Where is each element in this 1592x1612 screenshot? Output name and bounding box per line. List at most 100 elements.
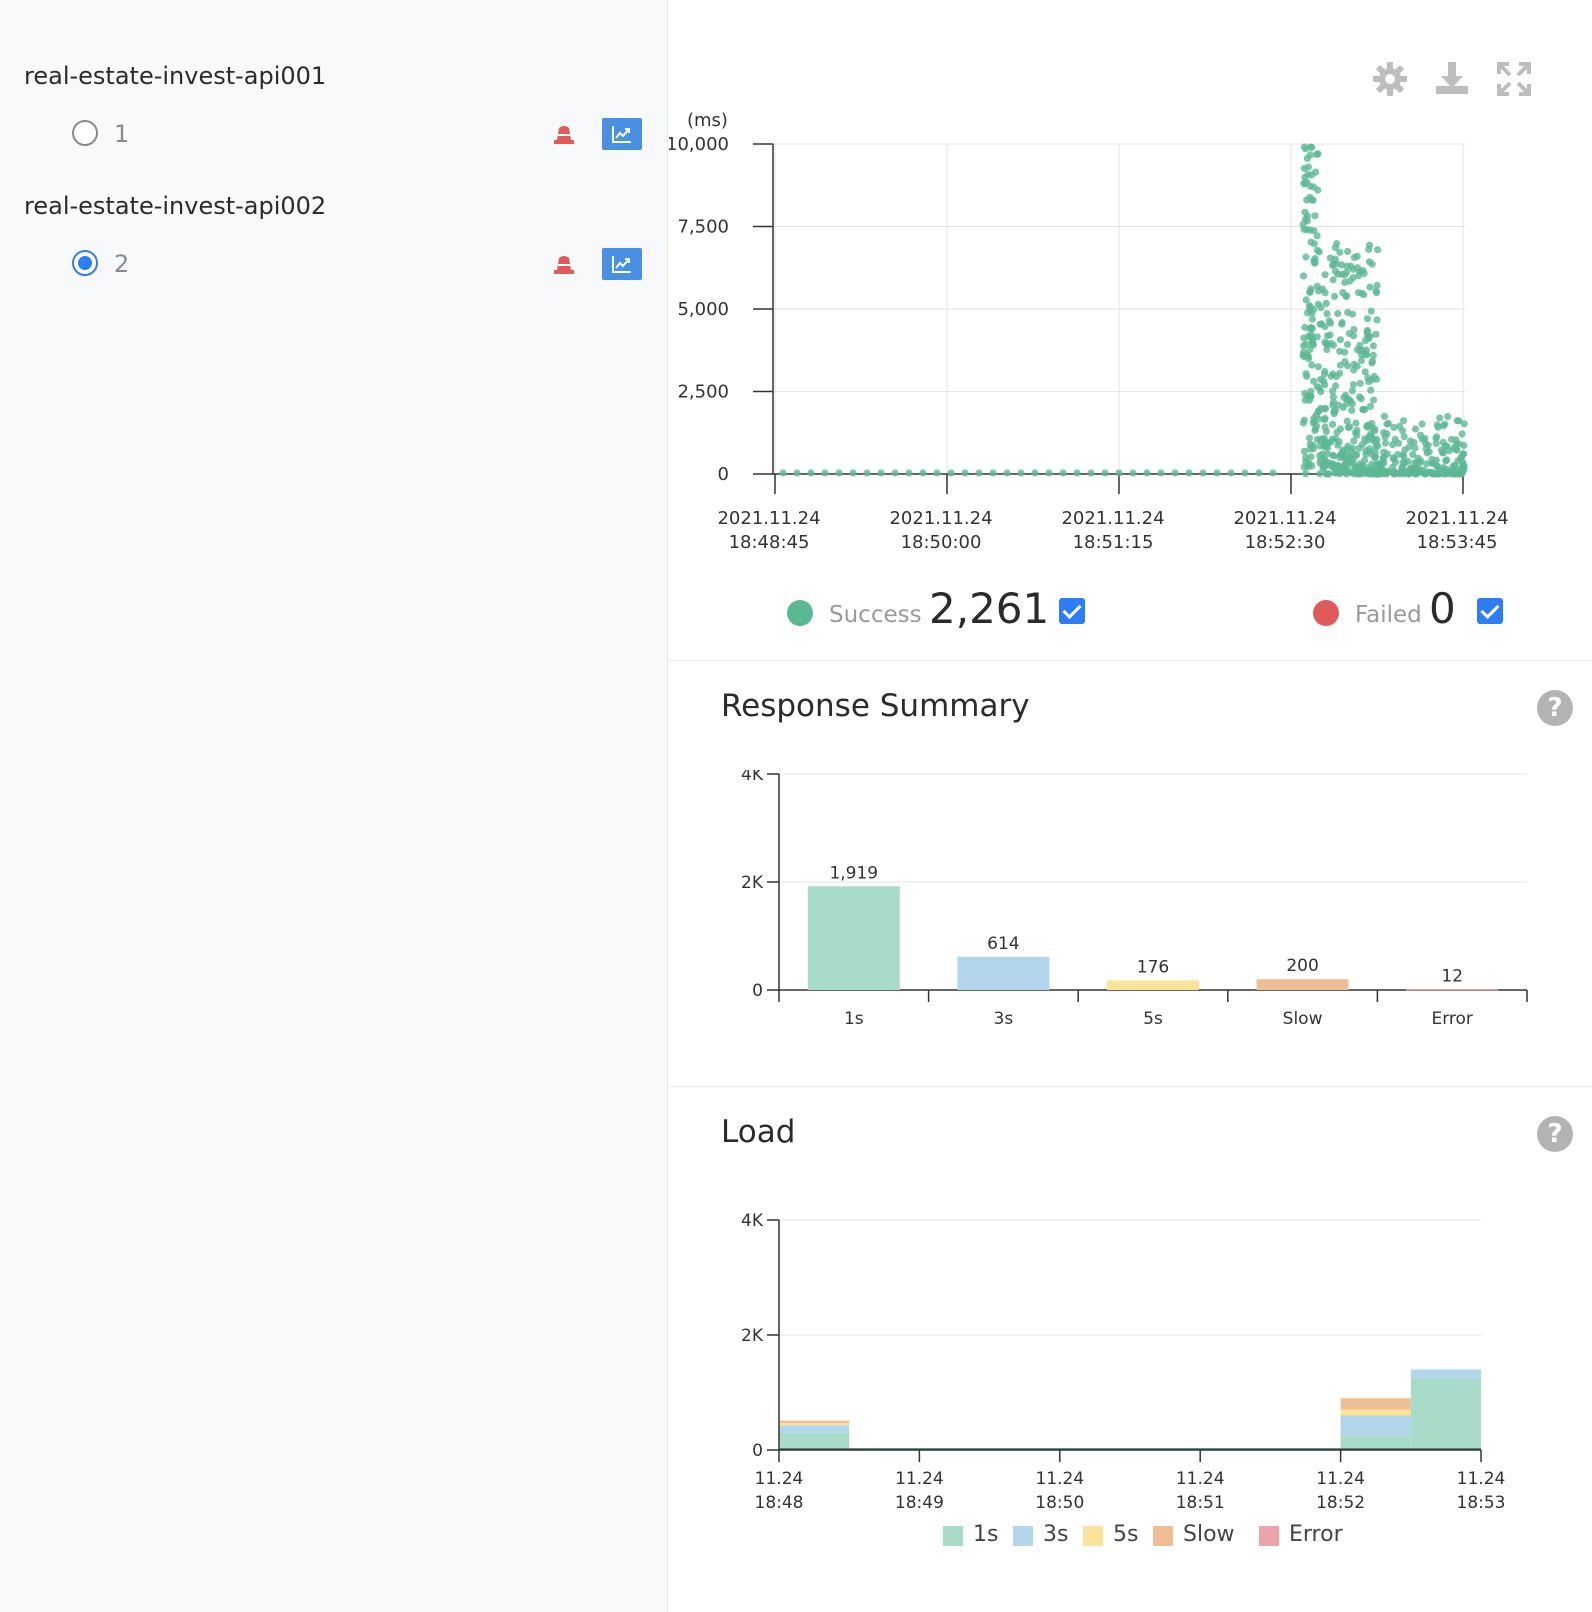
agent-row-2[interactable]: 2 bbox=[72, 248, 642, 288]
data-point bbox=[1315, 384, 1323, 392]
bar-value-label: 12 bbox=[1441, 966, 1463, 986]
data-point bbox=[1213, 469, 1221, 477]
data-point bbox=[1300, 447, 1308, 455]
data-point bbox=[1129, 469, 1137, 477]
load-area-3s bbox=[1340, 1415, 1411, 1436]
data-point bbox=[1310, 183, 1318, 191]
data-point bbox=[1329, 451, 1337, 459]
x-tick-label: 18:52 bbox=[1316, 1493, 1365, 1510]
alarm-icon[interactable] bbox=[552, 252, 576, 276]
data-point bbox=[1343, 268, 1351, 276]
data-point bbox=[1305, 434, 1314, 442]
data-point bbox=[1349, 265, 1357, 273]
data-point bbox=[1087, 469, 1095, 477]
data-point bbox=[1331, 292, 1339, 300]
data-point bbox=[1365, 258, 1373, 266]
data-point bbox=[1452, 445, 1460, 454]
legend-label: 1s bbox=[973, 1522, 999, 1547]
data-point bbox=[1346, 459, 1354, 467]
data-point bbox=[1358, 356, 1366, 365]
data-point bbox=[1343, 340, 1352, 349]
data-point bbox=[1368, 359, 1376, 367]
data-point bbox=[1321, 338, 1329, 346]
agent-radio-2[interactable] bbox=[72, 250, 98, 276]
bar-error bbox=[1406, 989, 1499, 991]
data-point bbox=[1460, 466, 1468, 474]
data-point bbox=[1304, 170, 1312, 179]
data-point bbox=[1317, 456, 1325, 464]
data-point bbox=[1320, 370, 1328, 378]
failed-checkbox[interactable] bbox=[1477, 598, 1503, 624]
data-point bbox=[1310, 259, 1319, 267]
data-point bbox=[1307, 453, 1315, 461]
data-point bbox=[1366, 402, 1374, 410]
data-point bbox=[1399, 417, 1408, 425]
y-tick-label: 0 bbox=[752, 981, 763, 1001]
data-point bbox=[1331, 244, 1339, 252]
data-point bbox=[1350, 437, 1358, 445]
data-point bbox=[1310, 377, 1318, 385]
data-point bbox=[1338, 320, 1346, 328]
data-point bbox=[1353, 252, 1361, 260]
data-point bbox=[1459, 450, 1467, 458]
success-label: Success bbox=[829, 602, 922, 628]
x-tick-label: 2021.11.24 bbox=[717, 508, 820, 529]
agent-row-1[interactable]: 1 bbox=[72, 118, 642, 158]
help-icon[interactable]: ? bbox=[1537, 1116, 1573, 1152]
data-point bbox=[1331, 267, 1340, 275]
data-point bbox=[1346, 277, 1354, 285]
data-point bbox=[1340, 393, 1348, 401]
data-point bbox=[1344, 362, 1352, 370]
data-point bbox=[1363, 351, 1371, 359]
download-icon[interactable] bbox=[1433, 60, 1471, 98]
alarm-icon[interactable] bbox=[552, 122, 576, 146]
y-tick-label: 7,500 bbox=[677, 217, 729, 238]
response-summary-title: Response Summary bbox=[721, 688, 1030, 724]
y-tick-label: 10,000 bbox=[669, 134, 729, 155]
data-point bbox=[1445, 447, 1453, 455]
data-point bbox=[779, 469, 787, 477]
data-point bbox=[835, 469, 843, 477]
inspector-chart-button[interactable] bbox=[602, 118, 642, 150]
data-point bbox=[1436, 414, 1444, 422]
data-point bbox=[1396, 422, 1404, 430]
expand-icon[interactable] bbox=[1495, 60, 1533, 98]
data-point bbox=[1458, 430, 1466, 438]
data-point bbox=[1327, 319, 1335, 327]
success-checkbox[interactable] bbox=[1059, 598, 1085, 624]
load-area-5s bbox=[779, 1422, 850, 1426]
data-point bbox=[1400, 452, 1408, 460]
data-point bbox=[1305, 396, 1314, 404]
data-point bbox=[1305, 302, 1313, 310]
data-point bbox=[1332, 382, 1340, 390]
data-point bbox=[891, 469, 899, 477]
line-chart-icon bbox=[612, 126, 631, 143]
load-area-1s bbox=[1410, 1378, 1481, 1450]
data-point bbox=[1315, 248, 1323, 256]
data-point bbox=[1356, 393, 1364, 401]
load-area-slow bbox=[779, 1420, 850, 1423]
help-icon[interactable]: ? bbox=[1537, 690, 1573, 726]
agent-sidebar: real-estate-invest-api001 1 real-estate-… bbox=[0, 0, 668, 1612]
data-point bbox=[1429, 459, 1437, 467]
data-point bbox=[1306, 143, 1315, 151]
data-point bbox=[1344, 424, 1352, 432]
success-count: 2,261 bbox=[929, 584, 1050, 633]
data-point bbox=[905, 469, 913, 477]
x-tick-label: 11.24 bbox=[755, 1469, 804, 1489]
data-point bbox=[1411, 444, 1419, 452]
inspector-chart-button[interactable] bbox=[602, 248, 642, 280]
data-point bbox=[1460, 441, 1468, 449]
data-point bbox=[1356, 379, 1364, 387]
data-point bbox=[933, 469, 941, 477]
agent-radio-1[interactable] bbox=[72, 120, 98, 146]
data-point bbox=[849, 469, 857, 477]
data-point bbox=[1344, 308, 1352, 316]
response-scatter-chart[interactable]: (ms) 10,000 7,500 5,000 2,500 0 2021.11.24 18:… bbox=[669, 100, 1592, 560]
data-point bbox=[1302, 296, 1310, 304]
data-point bbox=[1432, 434, 1440, 442]
data-point bbox=[1330, 462, 1338, 471]
gear-icon[interactable] bbox=[1371, 60, 1409, 98]
data-point bbox=[1313, 150, 1321, 158]
data-point bbox=[961, 469, 969, 477]
